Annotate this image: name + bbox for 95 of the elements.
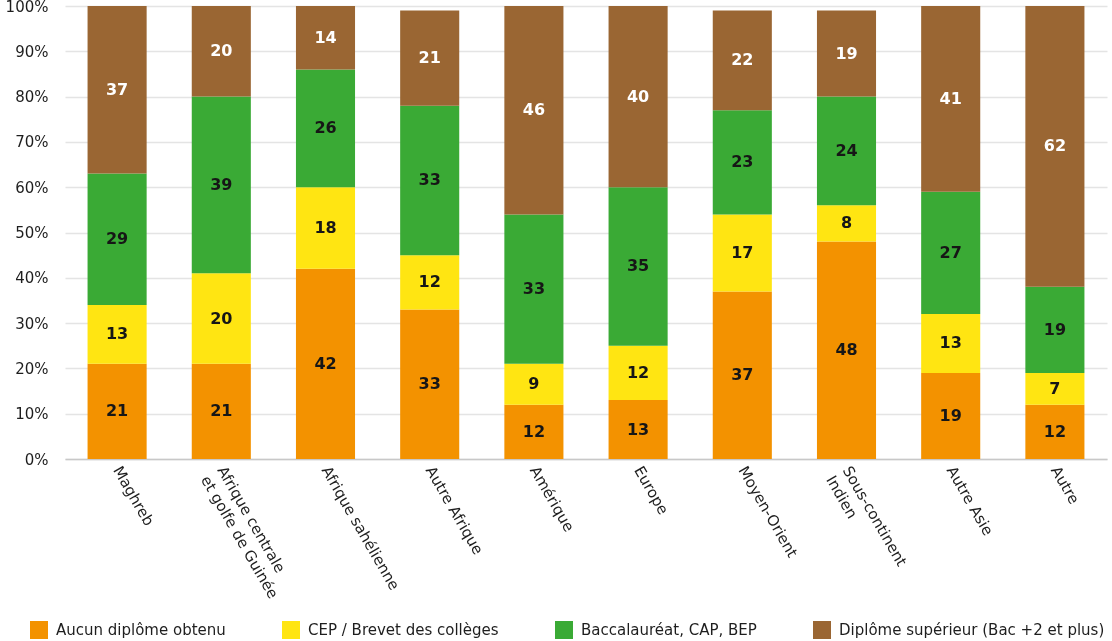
y-tick-label: 60% [15,178,49,197]
bar [1025,6,1085,287]
y-tick-label: 70% [15,133,49,152]
bar [87,173,147,305]
data-label: 22 [731,50,754,70]
data-label: 12 [1043,421,1067,441]
legend-label: CEP / Brevet des collèges [308,621,499,639]
data-label: 42 [314,353,337,373]
bar [816,241,877,459]
legend-label: Diplôme supérieur (Bac +2 et plus) [839,621,1105,639]
bar [191,96,251,274]
data-label: 7 [1049,378,1061,398]
bar [921,191,981,315]
bar [1025,372,1085,405]
data-label: 13 [105,324,129,344]
data-label: 46 [522,100,546,120]
y-tick-label: 20% [15,359,49,378]
data-label: 18 [314,217,337,237]
data-label: 37 [731,365,754,385]
data-label: 29 [105,229,129,249]
data-label: 40 [626,86,650,106]
bar [87,363,147,459]
data-label: 41 [939,88,962,108]
bar [295,268,356,459]
data-label: 39 [210,174,233,194]
bar [712,214,772,292]
data-label: 33 [522,279,546,299]
data-label: 19 [1043,319,1067,339]
data-label: 13 [939,333,962,353]
bar [1025,286,1085,373]
bar [504,404,564,459]
y-tick-label: 100% [5,0,49,16]
bar [295,6,356,70]
data-label: 9 [528,374,540,394]
bar [295,69,356,188]
bar [191,6,251,97]
bar [608,6,668,188]
data-label: 26 [314,118,337,138]
data-label: 20 [210,41,233,61]
bar [921,6,981,192]
bar [608,345,668,401]
bar [400,105,460,256]
data-label: 27 [939,242,962,262]
bar [400,309,460,459]
data-label: 37 [105,79,129,99]
data-label: 20 [210,308,233,328]
data-label: 24 [835,140,858,160]
legend-label: Aucun diplôme obtenu [56,621,226,639]
y-tick-label: 50% [15,224,49,242]
data-label: 14 [314,27,337,47]
bar [816,10,877,97]
data-label: 19 [939,405,962,425]
bar [295,187,356,269]
data-label: 33 [418,170,441,190]
bar [816,96,877,206]
bar [608,187,668,346]
bar [87,6,147,174]
bar [712,291,772,459]
data-label: 62 [1043,136,1067,156]
data-label: 17 [731,242,754,262]
bar [921,314,981,373]
legend-label: Baccalauréat, CAP, BEP [581,621,757,639]
data-label: 8 [840,213,853,233]
data-label: 35 [626,256,650,276]
bar [1025,404,1085,459]
y-tick-label: 80% [15,88,49,107]
data-label: 21 [418,48,441,68]
y-tick-label: 0% [24,450,49,469]
data-label: 12 [418,272,441,292]
data-label: 33 [418,374,441,394]
data-label: 12 [522,421,546,441]
bar [504,214,564,364]
y-tick-label: 40% [15,269,49,288]
data-label: 19 [835,43,858,63]
bar [504,6,564,215]
bar [400,255,460,310]
bar [191,363,251,459]
bar [191,273,251,364]
bar [712,110,772,215]
y-tick-label: 10% [15,405,49,424]
bar [87,304,147,364]
data-label: 21 [210,401,233,421]
bar [608,400,668,459]
bar [504,363,564,405]
data-label: 12 [626,362,650,382]
data-label: 48 [835,340,858,360]
data-label: 13 [626,419,650,439]
bar [400,10,460,106]
bar [816,205,877,242]
data-label: 23 [731,152,754,172]
y-tick-label: 90% [15,42,49,61]
y-tick-label: 30% [15,314,49,333]
data-label: 21 [105,401,129,421]
bar [712,10,772,111]
bar [921,372,981,459]
